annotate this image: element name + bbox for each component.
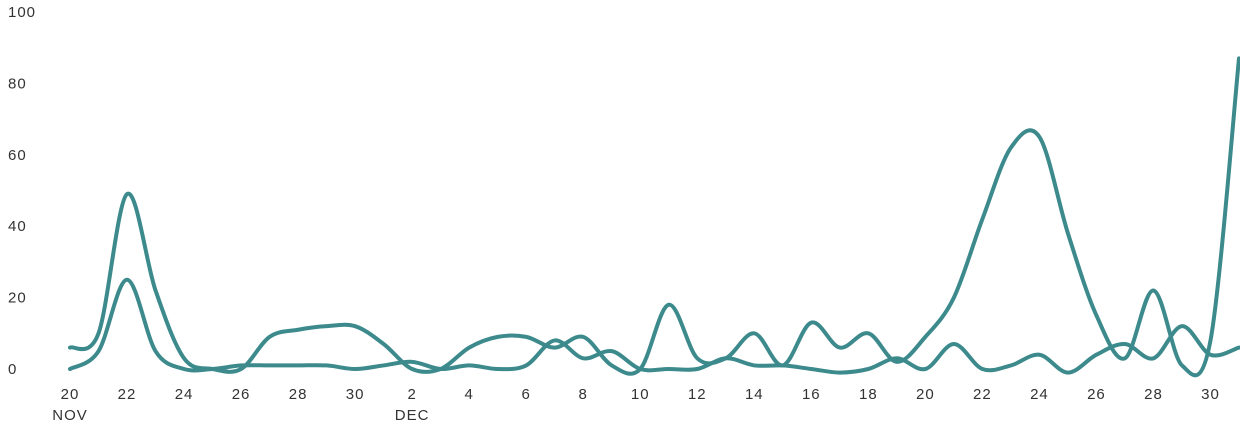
x-tick-label: 30 [1201,386,1220,403]
x-tick-label: 28 [1144,386,1163,403]
x-tick-label: 4 [464,386,473,403]
x-tick-label: 20 [61,386,80,403]
series-line-2 [68,277,1240,375]
series-line-1 [68,56,1240,378]
y-axis: 0 20 40 60 80 100 [8,4,36,378]
x-tick-label: 8 [579,386,588,403]
y-tick-label: 20 [8,290,27,307]
y-tick-label: 40 [8,218,27,235]
x-axis: 20 22 24 26 28 30 2 4 6 8 10 12 14 16 18 20 22 24 26 28 30NO… [52,386,1220,424]
x-tick-label: 24 [175,386,194,403]
x-tick-label: 22 [118,386,137,403]
month-label: DEC [395,407,430,424]
x-tick-label: 22 [973,386,992,403]
series-layer [68,56,1240,378]
x-tick-label: 14 [745,386,764,403]
x-tick-label: 6 [522,386,531,403]
x-tick-label: 2 [407,386,416,403]
y-tick-label: 100 [8,4,36,21]
x-tick-label: 12 [688,386,707,403]
x-tick-label: 30 [346,386,365,403]
x-tick-label: 24 [1030,386,1049,403]
x-tick-label: 26 [232,386,251,403]
y-tick-label: 80 [8,75,27,92]
x-tick-label: 26 [1087,386,1106,403]
x-tick-label: 20 [916,386,935,403]
x-tick-label: 28 [289,386,308,403]
x-tick-label: 18 [859,386,878,403]
y-tick-label: 60 [8,147,27,164]
x-tick-label: 16 [802,386,821,403]
x-tick-label: 10 [631,386,650,403]
month-label: NOV [52,407,88,424]
y-tick-label: 0 [8,361,17,378]
